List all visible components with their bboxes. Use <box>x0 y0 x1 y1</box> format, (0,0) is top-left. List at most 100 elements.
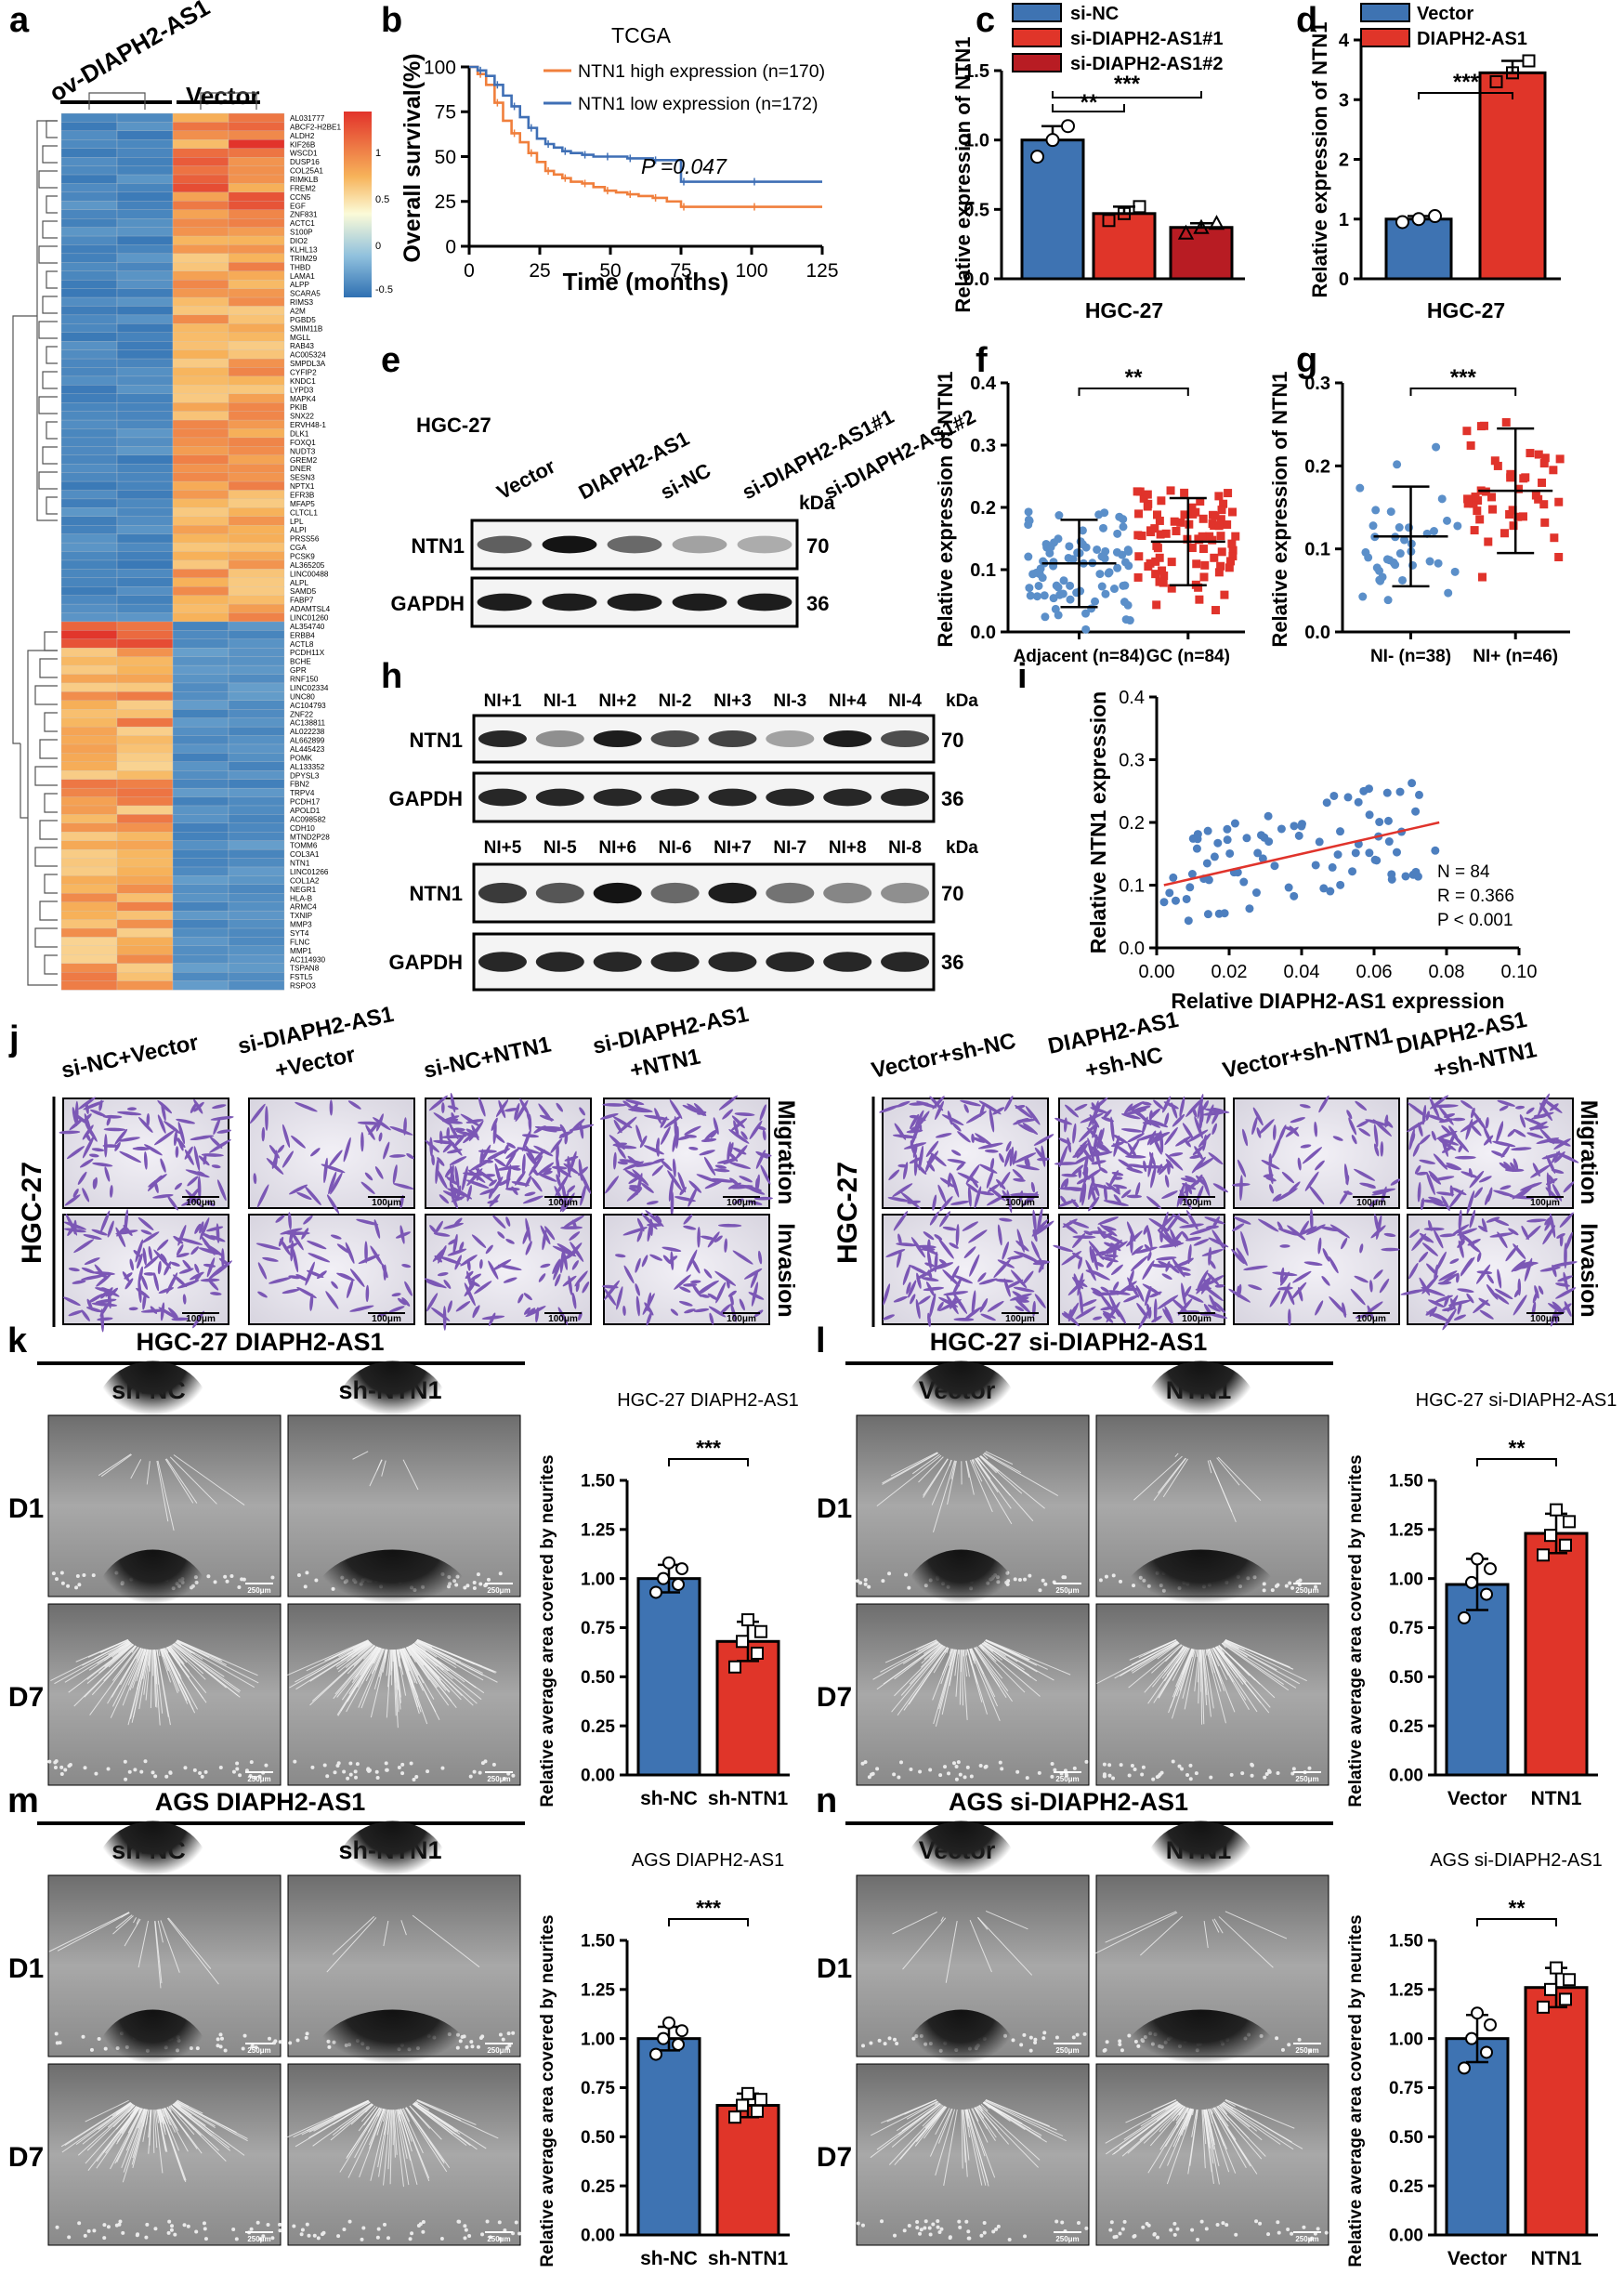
data-point <box>1392 848 1401 857</box>
chart-ylabel: Relative expression of NTN1 <box>1268 371 1291 647</box>
cell <box>1189 1227 1215 1235</box>
cell <box>1542 1098 1563 1113</box>
cell <box>475 1168 494 1183</box>
bottom-cell <box>1199 2219 1204 2224</box>
heatmap-cell <box>60 638 118 649</box>
bar <box>715 2104 780 2237</box>
bottom-cell <box>1172 2221 1177 2226</box>
panel-letter: l <box>816 1321 826 1360</box>
data-point <box>1034 581 1043 590</box>
data-point <box>1414 790 1423 799</box>
cell <box>1539 1102 1552 1122</box>
cell <box>636 1229 643 1242</box>
blot-band <box>823 952 872 972</box>
heatmap-cell <box>60 735 118 745</box>
cell <box>1421 1275 1439 1295</box>
heatmap-cell <box>228 490 285 500</box>
heatmap-gene-label: PRSS56 <box>290 535 320 544</box>
cell <box>117 1137 140 1142</box>
bottom-cell <box>143 1759 148 1764</box>
scale-bar-label: 100μm <box>1182 1198 1211 1208</box>
cell <box>757 1152 772 1157</box>
cell <box>176 1118 195 1124</box>
cell <box>1519 1114 1526 1128</box>
heatmap-cell <box>172 402 229 413</box>
data-point <box>1227 539 1237 548</box>
cell <box>487 1153 499 1160</box>
cell <box>942 1268 961 1287</box>
bottom-cell <box>1277 2230 1281 2235</box>
cell <box>1315 1300 1324 1316</box>
bottom-cell <box>469 2040 474 2044</box>
bottom-cell <box>892 1772 897 1777</box>
cell <box>1494 1288 1513 1300</box>
data-point <box>1458 1610 1471 1624</box>
panel-letter-a: a <box>9 1 30 40</box>
data-point <box>1217 547 1226 557</box>
neurite-row-label: D7 <box>8 2142 44 2173</box>
cell <box>525 1241 532 1255</box>
heatmap-cell <box>228 980 285 991</box>
data-point <box>1549 466 1558 475</box>
heatmap-cell <box>116 112 174 123</box>
data-point <box>1192 844 1201 853</box>
neurite-row-label: D7 <box>8 1682 44 1713</box>
cell <box>1466 1190 1475 1215</box>
cell <box>1169 1152 1184 1157</box>
heatmap-gene-label: DNER <box>290 465 311 473</box>
cell <box>1211 1123 1217 1136</box>
cell <box>138 1279 142 1304</box>
cell <box>109 1185 113 1198</box>
blot-kda-unit: kDa <box>946 838 978 858</box>
data-point <box>1118 206 1131 220</box>
cell <box>106 1116 111 1126</box>
cell <box>1305 1224 1326 1235</box>
bottom-cell <box>164 1774 169 1779</box>
heatmap-cell <box>60 577 118 587</box>
heatmap-gene-label: HLA-B <box>290 894 313 902</box>
cell <box>433 1112 452 1126</box>
heatmap-gene-label: TRIM29 <box>290 255 318 263</box>
bottom-cell <box>124 1777 128 1781</box>
cell <box>970 1176 978 1189</box>
data-point <box>1514 484 1524 493</box>
cell <box>213 1118 221 1136</box>
cell <box>1499 1162 1511 1171</box>
cell <box>1185 1236 1202 1242</box>
heatmap-cell <box>228 569 285 579</box>
heatmap-cell <box>172 358 229 369</box>
heatmap-cell <box>60 411 118 421</box>
neurite <box>136 1649 147 1682</box>
cell <box>91 1302 118 1307</box>
heatmap-cell <box>60 402 118 413</box>
cell <box>1449 1185 1454 1197</box>
cell <box>216 1129 231 1134</box>
cell <box>892 1183 913 1198</box>
bottom-cell <box>235 1767 240 1771</box>
cell <box>628 1176 640 1184</box>
cell <box>1032 1229 1038 1242</box>
cell <box>1290 1282 1307 1300</box>
heatmap-gene-label: FOXQ1 <box>290 439 316 447</box>
neurite <box>174 1642 225 1677</box>
data-point <box>1358 592 1368 601</box>
cell <box>94 1264 107 1280</box>
data-point <box>1191 507 1200 517</box>
cell <box>965 1182 980 1194</box>
blot-lane-label: NI+3 <box>714 691 752 711</box>
blot-band <box>650 952 700 972</box>
colorbar-tick: 0.5 <box>375 194 389 205</box>
cell <box>1433 1153 1448 1170</box>
bottom-cell <box>472 1769 477 1774</box>
dendrogram-branch <box>46 421 58 440</box>
cell <box>389 1154 406 1158</box>
cell <box>481 1315 505 1321</box>
neurite-panel-title: AGS DIAPH2-AS1 <box>155 1788 366 1816</box>
heatmap-cell <box>172 139 229 150</box>
heatmap-cell <box>60 709 118 719</box>
cell <box>325 1291 339 1309</box>
cell <box>1513 1261 1532 1272</box>
sig-bracket <box>1078 388 1189 396</box>
bottom-cell <box>491 1762 496 1767</box>
